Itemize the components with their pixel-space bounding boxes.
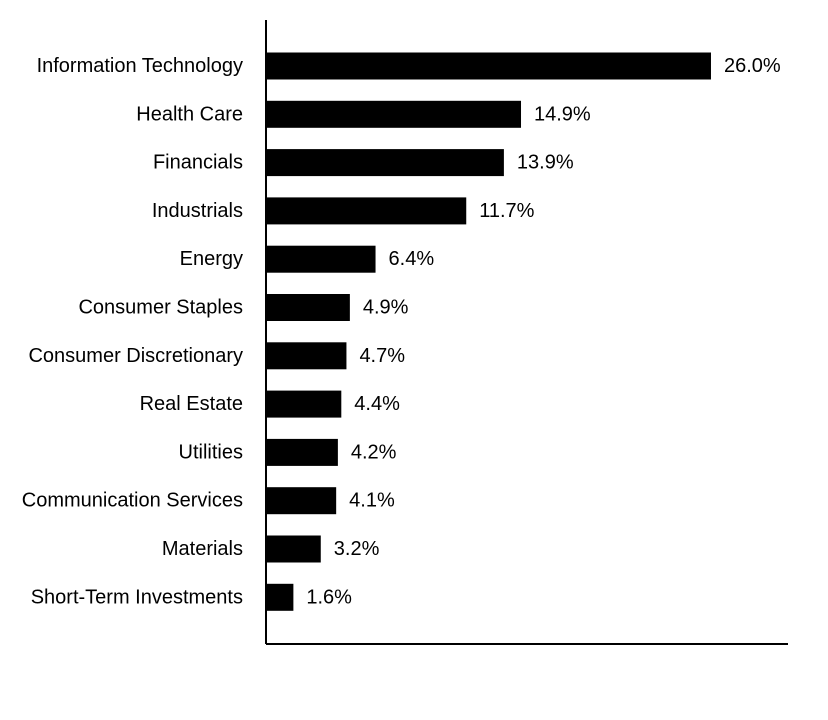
category-label: Communication Services: [22, 490, 243, 512]
axes-layer: [265, 20, 788, 645]
bar: [266, 149, 504, 177]
bar: [266, 487, 337, 515]
value-label: 6.4%: [389, 248, 435, 270]
bar: [266, 197, 467, 225]
value-label: 4.4%: [354, 393, 400, 415]
bar: [266, 245, 376, 273]
bar: [266, 52, 711, 80]
value-label: 4.9%: [363, 297, 409, 319]
value-label: 3.2%: [334, 538, 380, 560]
value-label: 11.7%: [479, 200, 534, 222]
category-label: Materials: [162, 538, 243, 560]
value-label: 4.2%: [351, 441, 397, 463]
labels-layer: Information Technology 26.0% Health Care 14…: [22, 55, 781, 608]
category-label: Health Care: [136, 103, 243, 125]
category-label: Short-Term Investments: [31, 586, 243, 608]
bar: [266, 342, 347, 370]
bar: [266, 390, 342, 418]
category-label: Consumer Discretionary: [28, 345, 243, 367]
value-label: 1.6%: [306, 586, 352, 608]
category-label: Energy: [180, 248, 243, 270]
value-label: 14.9%: [534, 103, 591, 125]
bars-layer: [266, 52, 711, 611]
bar: [266, 438, 338, 466]
bar: [266, 535, 321, 563]
bar: [266, 294, 350, 321]
category-label: Utilities: [179, 441, 243, 463]
value-label: 13.9%: [517, 152, 574, 174]
category-label: Real Estate: [140, 393, 243, 415]
category-label: Consumer Staples: [78, 297, 243, 319]
bar: [266, 100, 522, 128]
category-label: Financials: [153, 152, 243, 174]
category-label: Information Technology: [37, 55, 243, 77]
value-label: 4.1%: [349, 490, 395, 512]
value-label: 26.0%: [724, 55, 781, 77]
value-label: 4.7%: [359, 345, 405, 367]
category-label: Industrials: [152, 200, 243, 222]
bar: [266, 583, 294, 611]
